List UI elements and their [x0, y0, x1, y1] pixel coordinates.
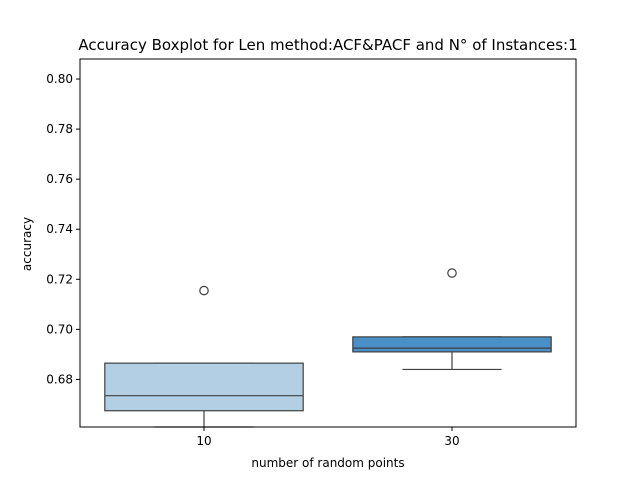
box-10-iqr	[104, 362, 304, 412]
y-axis-label: accuracy	[20, 217, 34, 271]
y-tick-label: 0.72	[46, 272, 73, 286]
y-tick-label: 0.76	[46, 172, 73, 186]
plot-area: 0.68 0.70 0.72 0.74 0.76 0.78 0.80 10 30	[46, 58, 577, 448]
y-tick-label: 0.80	[46, 72, 73, 86]
x-tick-label: 30	[444, 434, 459, 448]
x-tick-label: 10	[196, 434, 211, 448]
y-tick-label: 0.78	[46, 122, 73, 136]
box-30-iqr	[352, 336, 552, 353]
box-30-outlier	[447, 268, 457, 278]
x-axis-label: number of random points	[251, 456, 404, 470]
y-tick-label: 0.70	[46, 322, 73, 336]
y-tick-label: 0.74	[46, 222, 73, 236]
y-tick-label: 0.68	[46, 372, 73, 386]
chart-title: Accuracy Boxplot for Len method:ACF&PACF…	[78, 36, 577, 54]
box-10-outlier	[199, 285, 209, 296]
axes-frame	[79, 58, 577, 428]
